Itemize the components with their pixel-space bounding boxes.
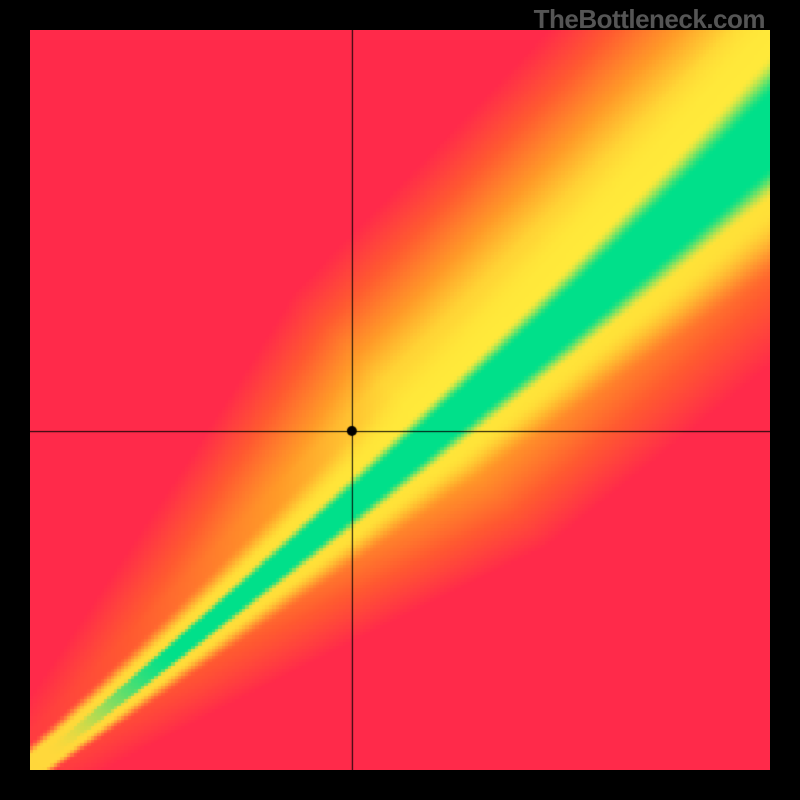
watermark-text: TheBottleneck.com (534, 4, 765, 35)
heatmap-canvas (30, 30, 770, 770)
heatmap-wrap (30, 30, 770, 770)
